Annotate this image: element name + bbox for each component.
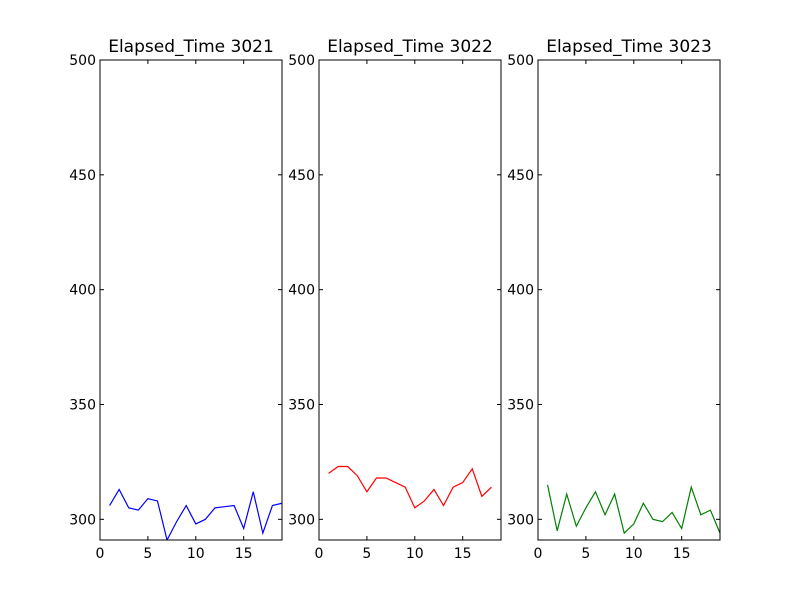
y-tick-label: 350 (288, 397, 315, 413)
chart-title-2: Elapsed_Time 3022 (327, 37, 493, 57)
series-line-1-1 (109, 488, 282, 540)
x-tick-label: 5 (362, 546, 371, 562)
series-line-2-1 (328, 465, 492, 509)
axes-frame-1 (99, 59, 283, 541)
chart-panel-3: 0 5 10 15 300 350 400 450 500 Elapsed_Time 3023 (507, 37, 721, 562)
y-tick-label: 350 (69, 397, 96, 413)
x-tick-label: 10 (187, 546, 205, 562)
axes-frame-2 (318, 59, 502, 541)
y-tick-label: 450 (69, 168, 96, 184)
y-tick-label: 500 (69, 53, 96, 69)
axes-frame-3 (537, 59, 721, 541)
y-tick-label: 350 (507, 397, 534, 413)
x-tick-label: 15 (673, 546, 691, 562)
x-tick-label: 10 (625, 546, 643, 562)
x-tick-label: 0 (96, 546, 105, 562)
y-tick-label: 300 (507, 512, 534, 528)
y-tick-label: 500 (507, 53, 534, 69)
y-tick-label: 300 (69, 512, 96, 528)
x-tick-label: 10 (406, 546, 424, 562)
x-tick-label: 5 (143, 546, 152, 562)
chart-title-3: Elapsed_Time 3023 (546, 37, 712, 57)
x-tick-label: 0 (315, 546, 324, 562)
y-tick-label: 300 (288, 512, 315, 528)
y-tick-label: 400 (507, 283, 534, 299)
series-line-3-1 (546, 484, 720, 535)
chart-panel-2: 0 5 10 15 300 350 400 450 500 Elapsed_Time 3022 (288, 37, 502, 562)
y-tick-label: 400 (288, 283, 315, 299)
y-tick-label: 500 (288, 53, 315, 69)
y-tick-label: 450 (288, 168, 315, 184)
y-tick-label: 450 (507, 168, 534, 184)
y-tick-label: 400 (69, 283, 96, 299)
x-tick-label: 0 (534, 546, 543, 562)
x-tick-label: 15 (454, 546, 472, 562)
x-tick-label: 5 (581, 546, 590, 562)
chart-panel-1: 0 5 10 15 300 350 400 450 500 Elapsed_Time 3021 (69, 37, 283, 562)
chart-title-1: Elapsed_Time 3021 (108, 37, 274, 57)
x-tick-label: 15 (235, 546, 253, 562)
